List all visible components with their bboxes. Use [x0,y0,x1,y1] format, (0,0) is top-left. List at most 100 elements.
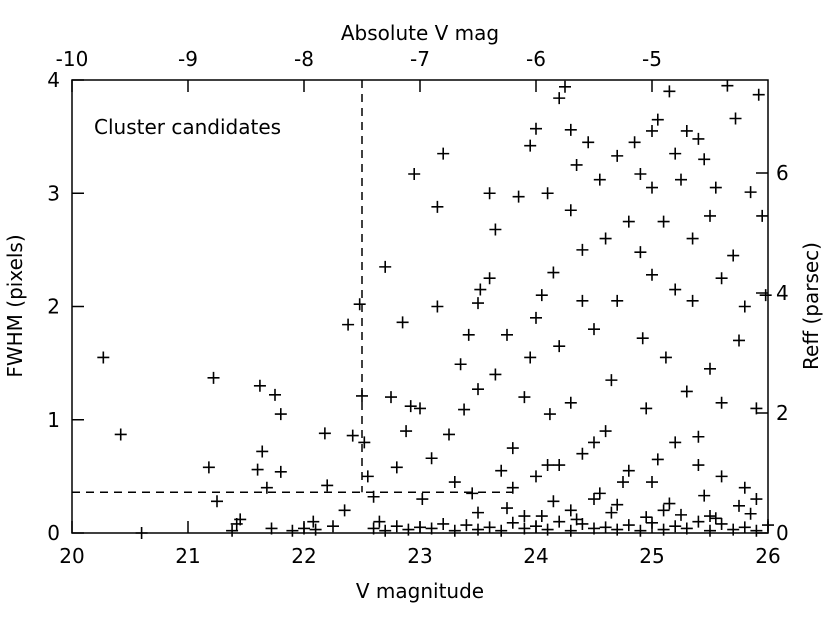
point [543,408,556,421]
point [404,400,417,413]
y-axis-label: FWHM (pixels) [3,234,27,377]
point [298,522,310,535]
point [628,136,641,149]
point [379,260,392,273]
point [443,428,455,441]
point [483,187,496,200]
point [501,328,513,341]
point [646,476,658,489]
point [547,495,560,508]
point [97,351,110,364]
point [646,268,658,281]
point [564,524,577,537]
point [553,340,566,353]
y2-tick-label: 0 [776,521,789,545]
point [564,123,577,136]
point [611,498,624,511]
point [506,442,519,455]
point [358,436,371,449]
point [657,504,670,517]
point [588,522,600,535]
point [640,402,653,415]
point [356,389,368,402]
point [675,508,687,521]
point [524,351,537,364]
point [454,358,467,371]
point [251,463,264,476]
x-tick-label: 24 [523,544,548,568]
point [727,523,740,536]
point [704,524,716,537]
point [756,209,769,222]
point [738,521,751,534]
point [114,428,127,441]
point [605,506,618,519]
point [460,519,473,532]
point [425,522,438,535]
point [634,524,647,537]
point [448,524,461,537]
point [269,388,281,401]
point [506,481,519,494]
y-tick-label: 3 [47,181,60,205]
point [646,124,658,137]
point [564,204,577,217]
point [634,246,647,259]
point [611,523,624,536]
point [692,132,705,145]
point [416,493,429,506]
x-axis-label: V magnitude [356,579,484,603]
point [570,513,583,526]
point [379,524,392,537]
point [256,445,269,458]
point [698,489,711,502]
point [274,408,287,421]
point [414,521,426,534]
point [611,294,624,307]
point [202,461,215,474]
x2-tick-label: -7 [410,47,430,71]
point [657,523,670,536]
point [622,464,635,477]
point [530,311,542,324]
x2-tick-label: -5 [642,47,662,71]
point [752,88,765,101]
point [729,112,742,125]
point [582,136,595,149]
point [570,158,583,171]
point [704,362,716,375]
point [750,402,763,415]
point [686,232,699,245]
point [541,459,554,472]
point [611,149,624,162]
plot-frame [71,79,769,534]
point [750,524,763,537]
point [518,391,531,404]
point [318,427,331,440]
point [576,294,589,307]
point [414,402,426,415]
point [518,510,531,523]
point [762,519,774,532]
point [425,452,438,465]
point [759,289,772,302]
point [396,316,409,329]
point [636,332,649,345]
point [669,147,682,160]
point [472,523,484,536]
point [472,297,484,310]
point [309,523,322,536]
point [327,520,339,533]
y-tick-label: 2 [47,295,60,319]
point [474,283,487,296]
y-tick-label: 4 [47,68,60,92]
point [342,318,355,331]
point [680,522,693,535]
point [553,92,566,105]
point [605,374,618,387]
x-tick-label: 23 [407,544,432,568]
point [559,80,571,93]
point [686,294,699,307]
point [721,79,734,92]
point [458,403,471,416]
